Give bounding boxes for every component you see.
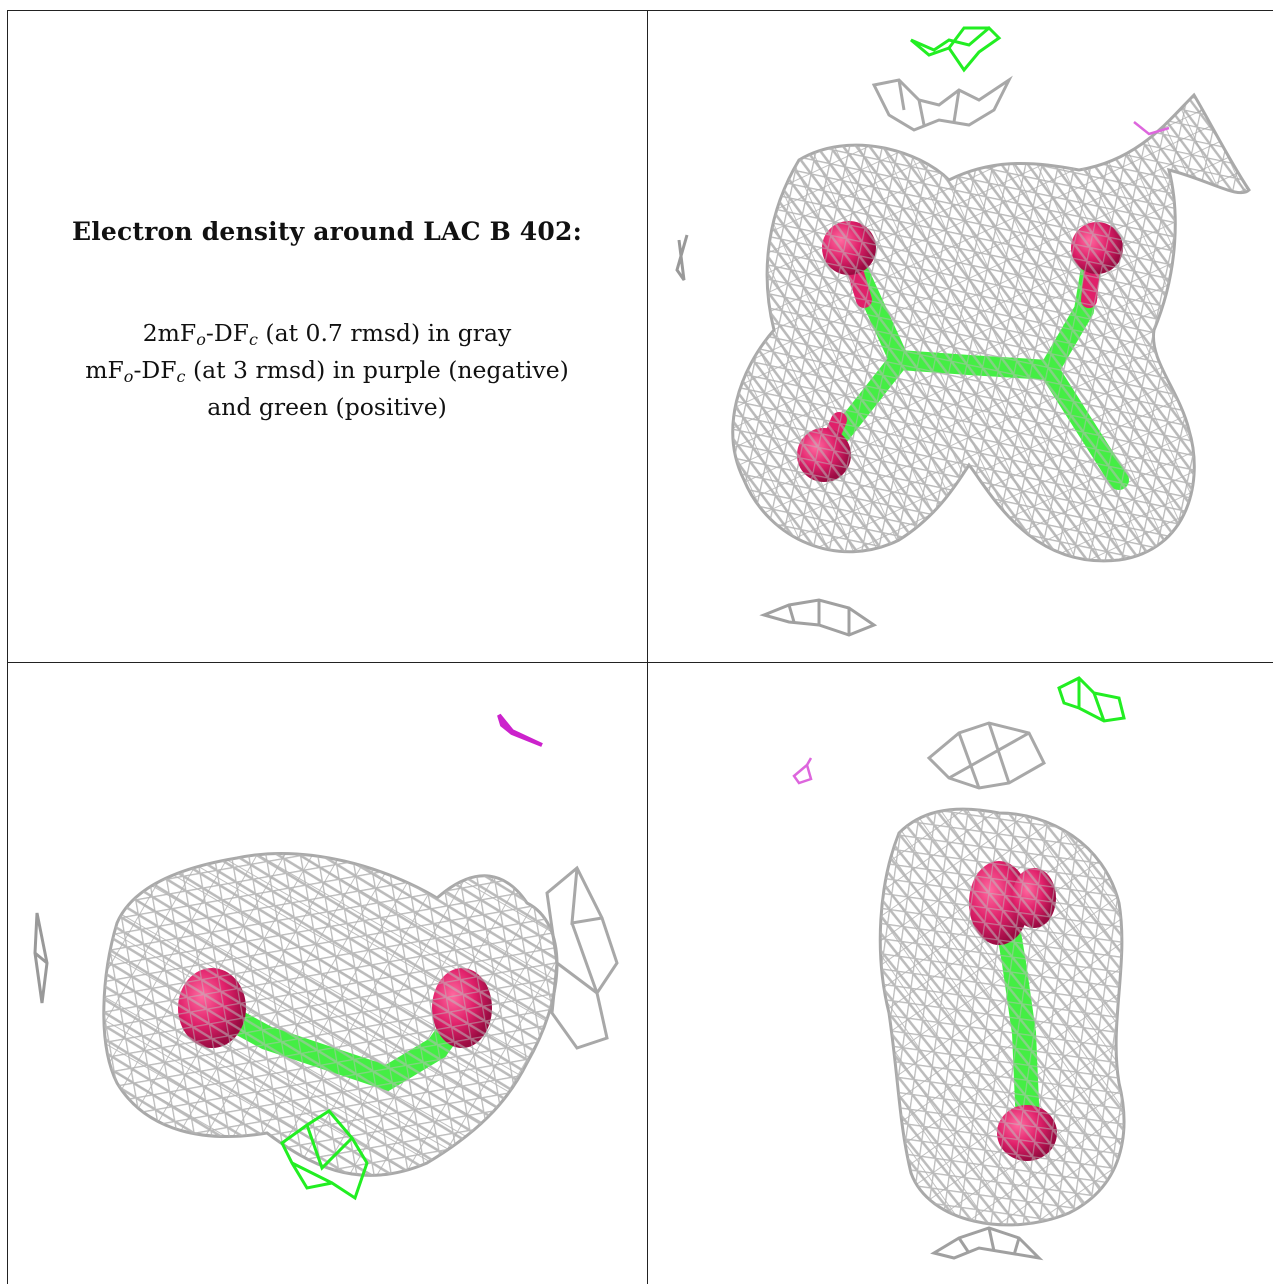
gray-mesh-fragment xyxy=(930,1226,1044,1261)
density-view-bottom-right xyxy=(792,676,1126,1261)
line1-suffix: (at 0.7 rmsd) in gray xyxy=(257,319,512,347)
gray-mesh-fragment xyxy=(675,234,689,281)
table-border-left xyxy=(7,10,8,1284)
caption-line-3: and green (positive) xyxy=(207,393,447,421)
caption-title: Electron density around LAC B 402: xyxy=(71,217,583,246)
line1-sub-c: c xyxy=(248,330,258,349)
table-border-top xyxy=(7,10,1273,11)
line2-prefix: mF xyxy=(85,356,124,384)
line1-sub-o: o xyxy=(196,330,206,349)
gray-mesh-fragment xyxy=(545,865,619,1050)
positive-density-fragment xyxy=(910,25,1002,73)
gray-mesh-fragment xyxy=(926,721,1046,790)
gray-mesh-fragment xyxy=(871,75,1013,132)
table-border-row xyxy=(7,662,1273,663)
caption-cell: Electron density around LAC B 402: 2mFo-… xyxy=(7,10,647,661)
view-bottom-left xyxy=(7,663,647,1284)
line1-mid: -DF xyxy=(205,319,249,347)
caption-line-2: mFo-DFc (at 3 rmsd) in purple (negative) xyxy=(85,355,569,392)
line2-sub-c: c xyxy=(176,367,186,386)
negative-density-fragment xyxy=(1133,121,1170,136)
figure-grid: Electron density around LAC B 402: 2mFo-… xyxy=(7,10,1273,1284)
line2-mid: -DF xyxy=(133,356,177,384)
caption: Electron density around LAC B 402: 2mFo-… xyxy=(7,10,647,661)
line1-prefix: 2mF xyxy=(142,319,197,347)
negative-density-fragment xyxy=(792,757,813,785)
positive-density-fragment xyxy=(1057,676,1126,723)
table-border-middle xyxy=(647,10,648,1284)
line2-suffix: (at 3 rmsd) in purple (negative) xyxy=(185,356,569,384)
gray-mesh-fragment xyxy=(33,912,49,1004)
density-view-bottom-left xyxy=(33,713,619,1201)
view-top-right xyxy=(649,10,1273,661)
negative-density-fragment xyxy=(497,713,543,747)
line2-sub-o: o xyxy=(123,367,134,386)
caption-line-1: 2mFo-DFc (at 0.7 rmsd) in gray xyxy=(85,318,569,355)
gray-mesh-fragment xyxy=(759,598,878,637)
caption-lines: 2mFo-DFc (at 0.7 rmsd) in gray mFo-DFc (… xyxy=(85,318,569,423)
view-bottom-right xyxy=(649,663,1273,1284)
density-view-top xyxy=(675,25,1251,637)
positive-density-fragment xyxy=(280,1109,369,1201)
